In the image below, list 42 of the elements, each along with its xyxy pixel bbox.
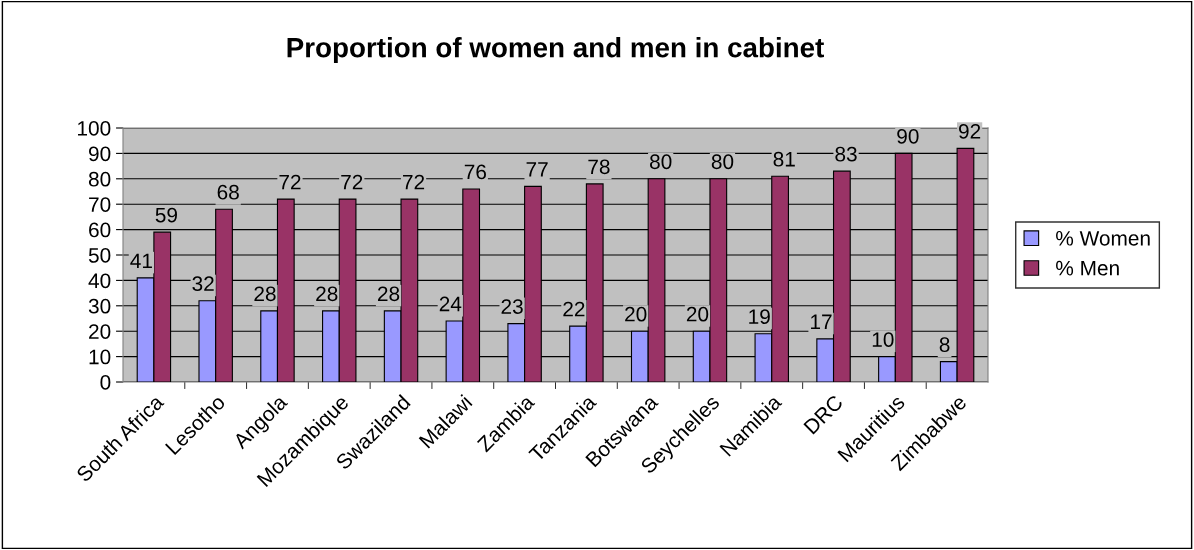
y-tick-label: 90: [89, 146, 111, 162]
data-label: 78: [588, 159, 610, 175]
data-label: 77: [526, 162, 548, 177]
legend-label: % Men: [1056, 260, 1119, 276]
data-label: 92: [959, 123, 981, 139]
data-label: 28: [254, 286, 276, 302]
data-label: 20: [625, 306, 647, 322]
data-label: 80: [650, 154, 672, 170]
data-label: 19: [749, 309, 770, 325]
y-tick-label: 80: [88, 171, 111, 187]
y-tick-label: 60: [89, 222, 111, 238]
y-tick-label: 70: [89, 197, 111, 212]
data-label: 24: [439, 296, 462, 312]
data-label: 72: [403, 174, 425, 190]
data-label: 72: [341, 174, 363, 190]
data-label: 59: [155, 207, 177, 223]
y-tick-label: 10: [89, 349, 111, 365]
y-tick-label: 50: [88, 248, 111, 263]
data-label: 90: [897, 128, 919, 144]
data-label: 83: [835, 146, 857, 162]
legend-label: % Women: [1056, 231, 1150, 246]
y-tick-label: 0: [100, 375, 111, 390]
y-tick-label: 100: [78, 121, 111, 136]
y-tick-label: 20: [89, 324, 111, 339]
data-label: 81: [773, 151, 795, 167]
data-label: 8: [939, 337, 950, 353]
data-label: 76: [464, 164, 486, 180]
data-label: 41: [130, 253, 152, 268]
data-label: 17: [811, 314, 832, 329]
data-label: 28: [316, 286, 338, 302]
data-label: 20: [686, 306, 709, 322]
data-label: 32: [192, 276, 214, 292]
data-label: 10: [872, 332, 894, 347]
data-label: 68: [217, 184, 239, 200]
data-label: 22: [563, 301, 585, 317]
data-label: 28: [377, 286, 400, 302]
y-tick-label: 40: [88, 273, 111, 289]
data-label: 23: [501, 299, 523, 314]
data-label: 72: [279, 174, 301, 190]
y-tick-label: 30: [88, 298, 111, 314]
data-label: 80: [711, 154, 734, 170]
chart-title: Proportion of women and men in cabinet: [287, 37, 824, 63]
